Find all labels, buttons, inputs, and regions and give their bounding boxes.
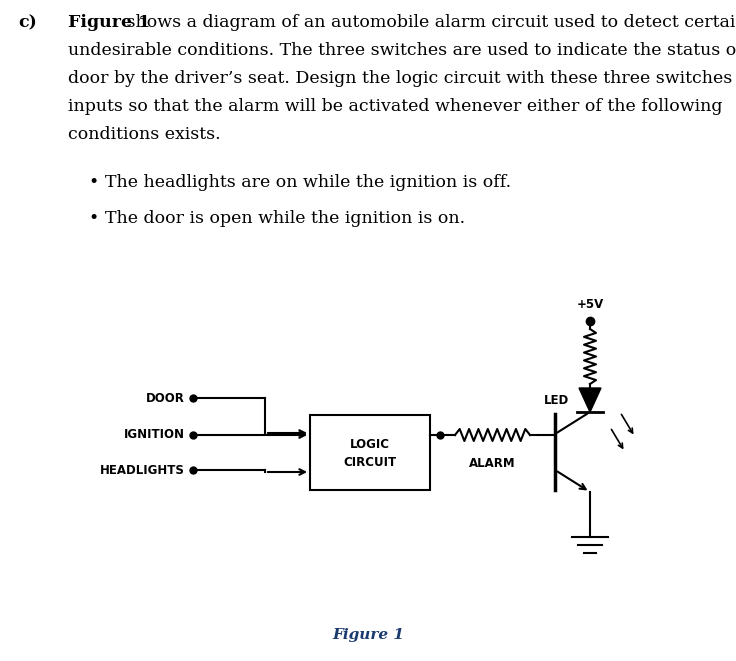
Bar <box>310 415 430 490</box>
Text: •: • <box>88 174 98 191</box>
Text: The door is open while the ignition is on.: The door is open while the ignition is o… <box>105 210 465 227</box>
Text: shows a diagram of an automobile alarm circuit used to detect certain: shows a diagram of an automobile alarm c… <box>121 14 736 31</box>
Text: CIRCUIT: CIRCUIT <box>344 456 397 469</box>
Text: Figure 1: Figure 1 <box>332 628 404 642</box>
Text: undesirable conditions. The three switches are used to indicate the status of th: undesirable conditions. The three switch… <box>68 42 736 59</box>
Text: DOOR: DOOR <box>146 391 185 405</box>
Text: •: • <box>88 210 98 227</box>
Text: HEADLIGHTS: HEADLIGHTS <box>100 463 185 477</box>
Text: Figure 1: Figure 1 <box>68 14 150 31</box>
Text: IGNITION: IGNITION <box>124 428 185 442</box>
Text: inputs so that the alarm will be activated whenever either of the following: inputs so that the alarm will be activat… <box>68 98 723 115</box>
Text: door by the driver’s seat. Design the logic circuit with these three switches as: door by the driver’s seat. Design the lo… <box>68 70 736 87</box>
Polygon shape <box>579 388 601 412</box>
Text: The headlights are on while the ignition is off.: The headlights are on while the ignition… <box>105 174 511 191</box>
Text: LED: LED <box>544 393 569 407</box>
Text: c): c) <box>18 14 37 31</box>
Text: ALARM: ALARM <box>469 457 516 470</box>
Text: LOGIC: LOGIC <box>350 438 390 451</box>
Text: +5V: +5V <box>576 298 604 311</box>
Text: conditions exists.: conditions exists. <box>68 126 221 143</box>
